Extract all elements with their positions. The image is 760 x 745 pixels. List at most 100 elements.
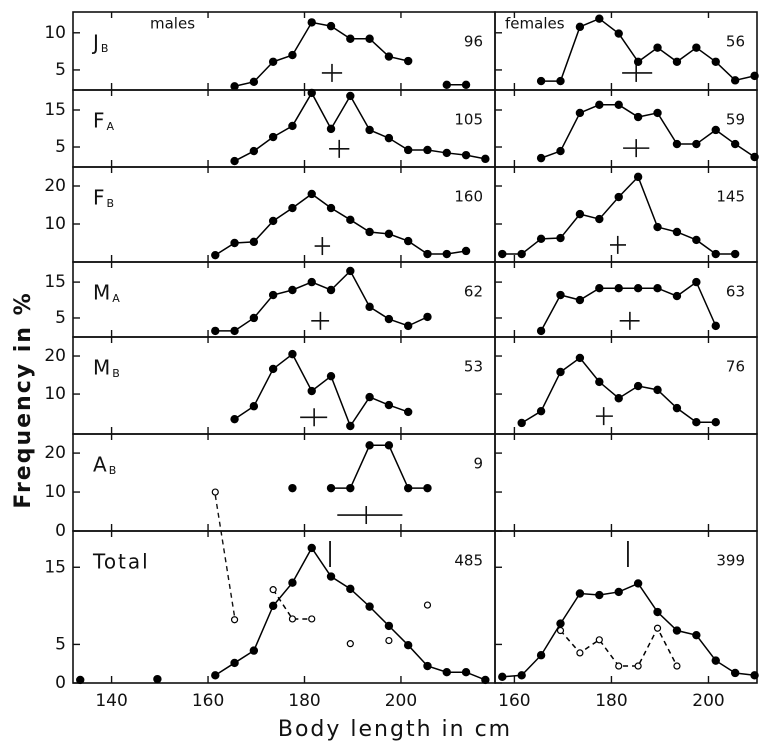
y-tick-label: 10 (44, 482, 66, 502)
data-point (750, 71, 759, 81)
y-tick-label: 5 (55, 60, 66, 80)
data-point (249, 402, 259, 411)
data-point (614, 394, 623, 403)
series-line (214, 193, 467, 256)
sample-size: 63 (726, 283, 745, 301)
data-point (384, 229, 394, 239)
data-point (403, 407, 413, 417)
y-tick-label: 5 (55, 634, 66, 654)
x-tick-label: 160 (192, 691, 224, 711)
x-axis-label: Body length in cm (278, 717, 512, 742)
data-point (288, 349, 297, 359)
panel-title-sub: B (101, 42, 109, 55)
data-point (498, 672, 507, 682)
series-line (234, 352, 409, 428)
y-tick-label: 10 (44, 23, 66, 43)
data-point (442, 148, 451, 158)
data-point (653, 108, 662, 118)
data-point (576, 649, 584, 657)
x-tick-label: 200 (385, 691, 417, 711)
data-point (249, 646, 259, 655)
series-line (215, 269, 428, 332)
panel-frame (72, 261, 496, 338)
data-point (211, 250, 220, 260)
series-line (331, 444, 428, 489)
data-point (481, 154, 490, 164)
data-point (536, 153, 546, 163)
y-tick-label: 20 (44, 346, 66, 366)
data-point (614, 587, 623, 597)
y-tick-label: 15 (44, 557, 66, 577)
data-point (692, 277, 701, 287)
data-point (711, 418, 720, 427)
panel-frame (72, 433, 496, 532)
data-point (211, 326, 220, 336)
data-point (750, 671, 759, 680)
data-point (461, 80, 471, 90)
data-point (517, 418, 526, 428)
data-point (384, 133, 394, 143)
data-point (346, 640, 354, 648)
data-point (556, 146, 565, 156)
data-point (268, 57, 278, 66)
data-point (423, 661, 432, 671)
series-line (502, 175, 736, 255)
data-point (633, 112, 643, 122)
data-point (326, 371, 336, 381)
connector (214, 494, 236, 617)
data-point (442, 667, 451, 677)
data-point (308, 615, 316, 623)
data-point (672, 291, 682, 301)
panel-title-sub: A (112, 292, 120, 305)
data-point (307, 543, 316, 553)
data-point (211, 488, 219, 496)
panel-frame (494, 433, 758, 532)
data-point (556, 76, 565, 86)
sample-size: 105 (454, 111, 483, 129)
data-point (653, 624, 662, 632)
panel-title: J (91, 31, 99, 55)
column-title: females (505, 15, 565, 33)
data-point (672, 626, 682, 635)
data-point (672, 57, 682, 66)
panel-frame (494, 166, 758, 263)
series-line (559, 626, 678, 667)
data-point (288, 121, 297, 131)
data-point (268, 364, 278, 374)
panel-title-sub: A (107, 120, 115, 133)
sample-size: 485 (454, 552, 483, 570)
data-point (595, 214, 604, 224)
data-point (595, 14, 604, 23)
data-point (384, 52, 394, 61)
data-point (249, 237, 259, 247)
data-point (211, 671, 220, 680)
panel-title: M (93, 356, 110, 380)
data-point (346, 584, 355, 594)
data-point (711, 57, 720, 66)
sample-size: 9 (473, 455, 483, 473)
y-tick-label: 20 (44, 176, 66, 196)
data-point (517, 249, 526, 259)
data-point (536, 651, 546, 660)
panel-title: F (93, 186, 105, 210)
panel-title: M (93, 281, 110, 305)
data-point (365, 227, 374, 237)
data-point (326, 21, 336, 31)
data-point (288, 203, 297, 213)
series-line (521, 356, 716, 424)
data-point (346, 215, 355, 225)
series-line (541, 17, 755, 82)
data-point (326, 572, 336, 581)
data-point (634, 662, 642, 670)
data-point (384, 400, 394, 410)
data-point (750, 152, 759, 162)
x-tick-label: 180 (595, 691, 627, 711)
data-point (230, 616, 239, 624)
data-point (633, 381, 643, 391)
sample-size: 399 (716, 552, 745, 570)
data-point (692, 139, 701, 149)
data-point (268, 132, 278, 142)
data-point (268, 601, 278, 611)
data-point (730, 249, 740, 259)
data-point (423, 601, 432, 609)
